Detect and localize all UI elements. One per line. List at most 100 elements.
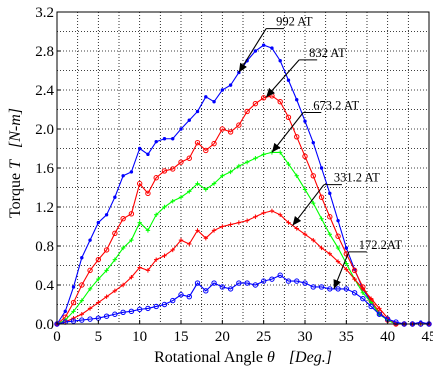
series-line bbox=[56, 95, 429, 325]
data-point bbox=[286, 78, 291, 82]
data-point bbox=[203, 187, 208, 192]
y-axis-label: Torque T [N-m] bbox=[7, 108, 24, 218]
y-tick-label: 0.8 bbox=[35, 239, 54, 255]
data-point bbox=[96, 276, 101, 282]
data-point bbox=[303, 119, 307, 123]
data-point bbox=[286, 220, 291, 225]
x-tick-label: 20 bbox=[215, 329, 230, 345]
data-point bbox=[377, 306, 382, 311]
data-point bbox=[162, 137, 167, 141]
annotation-label: 673.2 AT bbox=[313, 99, 359, 113]
data-point bbox=[186, 155, 192, 161]
annotation-arrow bbox=[271, 112, 304, 153]
data-point bbox=[187, 118, 191, 122]
data-point bbox=[129, 275, 134, 280]
data-point bbox=[277, 99, 283, 105]
data-point bbox=[236, 122, 242, 128]
data-point bbox=[87, 316, 93, 322]
data-point bbox=[343, 286, 350, 292]
y-tick-label: 2.0 bbox=[35, 122, 54, 138]
data-point bbox=[351, 290, 358, 296]
data-point bbox=[302, 280, 308, 286]
data-point bbox=[95, 256, 102, 263]
data-point bbox=[319, 216, 324, 221]
data-point bbox=[162, 253, 167, 258]
data-point bbox=[252, 100, 259, 107]
data-point bbox=[220, 173, 225, 178]
data-point bbox=[128, 308, 135, 315]
data-point bbox=[335, 245, 341, 251]
x-axis-label-prefix: Rotational Angle bbox=[154, 349, 267, 366]
data-point bbox=[270, 46, 274, 50]
data-point bbox=[368, 303, 374, 310]
data-point bbox=[351, 267, 358, 274]
data-point bbox=[187, 241, 192, 247]
data-point bbox=[145, 228, 151, 233]
x-tick-label: 5 bbox=[95, 329, 103, 345]
data-point bbox=[219, 126, 226, 132]
x-tick-label: 25 bbox=[256, 329, 271, 345]
data-point bbox=[120, 245, 126, 251]
data-point bbox=[344, 246, 349, 250]
data-point bbox=[153, 303, 159, 310]
data-point bbox=[178, 237, 184, 243]
data-point bbox=[195, 181, 200, 186]
y-axis-label-unit: [N-m] bbox=[7, 108, 24, 148]
data-point bbox=[360, 295, 366, 302]
data-point bbox=[63, 309, 67, 314]
data-point bbox=[220, 224, 225, 229]
data-point bbox=[269, 276, 275, 282]
data-point bbox=[136, 180, 143, 187]
data-point bbox=[70, 318, 77, 324]
data-point bbox=[360, 286, 366, 292]
data-point bbox=[154, 212, 159, 217]
grid bbox=[57, 12, 429, 324]
x-tick-label: 40 bbox=[380, 329, 395, 345]
data-point bbox=[145, 190, 151, 197]
data-point bbox=[145, 268, 151, 273]
annotation-label: 172.2AT bbox=[359, 238, 403, 252]
data-point bbox=[269, 150, 275, 155]
data-point bbox=[302, 232, 308, 237]
data-point bbox=[79, 298, 84, 303]
y-tick-label: 0.0 bbox=[35, 317, 54, 333]
data-point bbox=[104, 268, 109, 273]
data-point bbox=[311, 237, 316, 243]
data-point bbox=[195, 228, 200, 233]
data-point bbox=[103, 247, 110, 253]
data-point bbox=[212, 100, 216, 104]
data-point bbox=[220, 88, 225, 92]
data-point bbox=[79, 317, 85, 323]
series-line bbox=[56, 151, 429, 325]
annotation-arrow bbox=[265, 59, 300, 98]
data-point bbox=[269, 208, 275, 214]
data-point bbox=[261, 210, 266, 216]
data-point bbox=[70, 299, 77, 306]
data-point bbox=[137, 146, 142, 151]
annotation: 673.2 AT bbox=[271, 99, 359, 153]
data-point bbox=[211, 181, 217, 186]
data-point bbox=[71, 315, 76, 321]
data-point bbox=[244, 280, 250, 286]
data-point bbox=[113, 195, 117, 199]
data-point bbox=[129, 170, 134, 174]
y-axis-label-prefix: Torque bbox=[7, 169, 24, 218]
data-point bbox=[294, 278, 300, 284]
data-point bbox=[336, 218, 340, 223]
y-tick-label: 1.6 bbox=[35, 161, 54, 177]
data-point bbox=[228, 222, 233, 227]
annotation-label: 992 AT bbox=[276, 15, 313, 29]
data-point bbox=[96, 220, 101, 225]
data-point bbox=[71, 285, 76, 289]
data-point bbox=[344, 267, 349, 272]
data-point bbox=[79, 282, 85, 288]
data-point bbox=[136, 306, 143, 313]
data-point bbox=[327, 232, 332, 237]
data-point bbox=[137, 265, 142, 270]
data-point bbox=[88, 238, 92, 242]
data-point bbox=[161, 168, 168, 174]
data-point bbox=[236, 163, 242, 169]
data-point bbox=[128, 211, 135, 217]
data-point bbox=[104, 294, 109, 299]
data-point bbox=[319, 245, 324, 251]
